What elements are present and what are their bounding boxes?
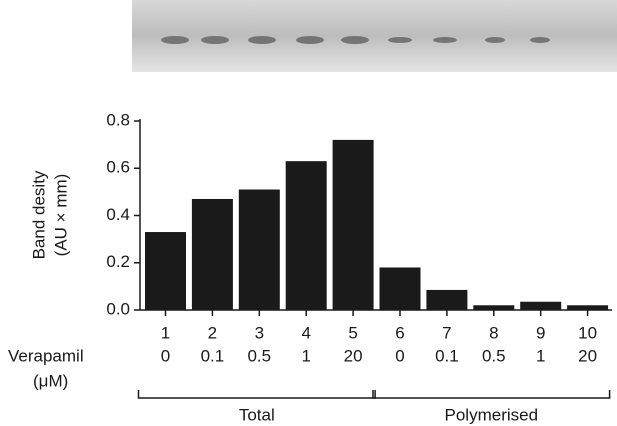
dose-label: 1 bbox=[301, 346, 310, 365]
x-tick-label: 9 bbox=[536, 323, 545, 342]
bar bbox=[333, 140, 374, 310]
x-tick-label: 10 bbox=[578, 323, 597, 342]
blot-bands bbox=[161, 36, 550, 44]
bar bbox=[145, 232, 186, 310]
group-bracket bbox=[139, 390, 376, 398]
bar bbox=[239, 190, 280, 310]
dose-label: 0.5 bbox=[247, 346, 271, 365]
bar bbox=[426, 290, 467, 310]
group-label: Total bbox=[239, 405, 275, 424]
y-axis-label: Band desity bbox=[29, 170, 48, 259]
x-tick-label: 5 bbox=[348, 323, 357, 342]
dose-label: 0.5 bbox=[482, 346, 506, 365]
y-tick-label: 0.8 bbox=[106, 110, 130, 129]
dose-label: 20 bbox=[344, 346, 363, 365]
row-label-unit: (μM) bbox=[33, 371, 68, 390]
x-tick-label: 8 bbox=[489, 323, 498, 342]
dose-label: 0 bbox=[161, 346, 170, 365]
blot-image bbox=[132, 0, 617, 72]
group-bracket bbox=[373, 390, 610, 398]
figure: 0.00.20.40.60.8Band desity(AU × mm)1020.… bbox=[0, 0, 617, 426]
y-tick-label: 0.6 bbox=[106, 158, 130, 177]
dose-label: 0.1 bbox=[435, 346, 459, 365]
bar bbox=[192, 199, 233, 310]
x-tick-label: 2 bbox=[208, 323, 217, 342]
y-axis-label: (AU × mm) bbox=[51, 174, 70, 257]
dose-label: 20 bbox=[578, 346, 597, 365]
x-tick-label: 7 bbox=[442, 323, 451, 342]
row-label: Verapamil bbox=[8, 346, 84, 365]
dose-label: 0 bbox=[395, 346, 404, 365]
dose-label: 0.1 bbox=[201, 346, 225, 365]
dose-label: 1 bbox=[536, 346, 545, 365]
bar bbox=[567, 305, 608, 310]
bar bbox=[520, 302, 561, 310]
x-tick-label: 1 bbox=[161, 323, 170, 342]
bar bbox=[286, 161, 327, 310]
group-label: Polymerised bbox=[445, 405, 539, 424]
y-tick-label: 0.2 bbox=[106, 252, 130, 271]
y-tick-label: 0.4 bbox=[106, 205, 130, 224]
x-tick-label: 4 bbox=[301, 323, 310, 342]
y-tick-label: 0.0 bbox=[106, 299, 130, 318]
x-tick-label: 6 bbox=[395, 323, 404, 342]
x-tick-label: 3 bbox=[255, 323, 264, 342]
bar bbox=[473, 305, 514, 310]
bar bbox=[380, 267, 421, 310]
